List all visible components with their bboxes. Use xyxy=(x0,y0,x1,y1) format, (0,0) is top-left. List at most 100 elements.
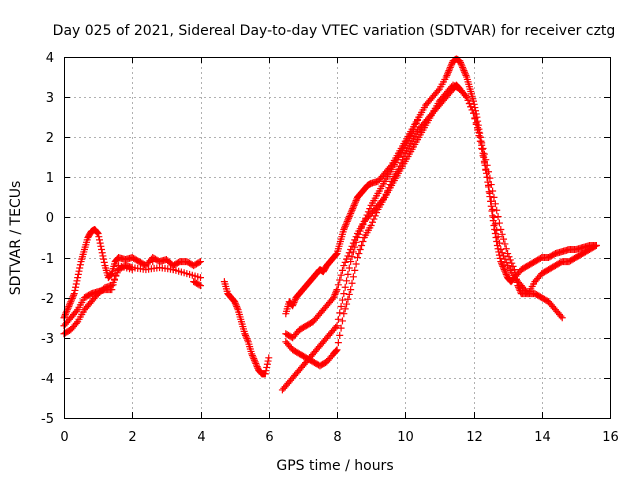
data-point xyxy=(457,59,465,67)
data-point xyxy=(263,363,271,371)
data-point xyxy=(486,174,494,182)
data-point xyxy=(515,283,523,291)
data-point xyxy=(334,339,342,347)
data-point xyxy=(345,264,353,272)
data-point xyxy=(489,212,497,220)
data-point xyxy=(69,293,77,301)
data-point xyxy=(330,292,338,300)
data-point xyxy=(459,63,467,71)
data-point xyxy=(444,70,452,78)
data-point xyxy=(338,296,346,304)
data-point xyxy=(340,290,348,298)
data-point xyxy=(340,225,348,233)
data-point xyxy=(96,239,104,247)
data-point xyxy=(468,106,476,114)
data-point xyxy=(336,331,344,339)
data-point xyxy=(558,314,566,322)
data-point xyxy=(351,198,359,206)
data-point xyxy=(467,103,475,111)
data-point xyxy=(332,250,340,258)
data-point xyxy=(592,242,600,250)
data-point xyxy=(364,208,372,216)
data-point xyxy=(94,229,102,237)
data-point xyxy=(343,219,351,227)
data-point xyxy=(332,289,340,297)
data-point xyxy=(557,312,565,320)
data-point xyxy=(351,266,359,274)
data-point xyxy=(497,246,505,254)
data-point xyxy=(353,234,361,241)
data-point xyxy=(332,323,340,331)
data-point xyxy=(470,97,477,105)
data-point xyxy=(495,219,503,227)
chart-title: Day 025 of 2021, Sidereal Day-to-day VTE… xyxy=(53,23,616,39)
data-point xyxy=(263,360,271,368)
y-tick-label: 2 xyxy=(46,131,54,146)
data-point xyxy=(98,246,106,254)
y-tick-label: -5 xyxy=(41,412,54,427)
data-point xyxy=(265,354,273,362)
data-point xyxy=(349,273,357,281)
data-point xyxy=(344,216,352,224)
x-axis-ticks: 0 2 4 6 8 10 12 14 16 xyxy=(60,57,619,445)
data-point xyxy=(360,217,368,225)
data-point xyxy=(358,224,366,232)
data-point xyxy=(448,60,456,68)
data-point xyxy=(500,235,508,243)
data-point xyxy=(100,258,108,266)
data-point xyxy=(113,266,121,274)
data-point xyxy=(337,302,345,310)
data-point xyxy=(483,161,491,169)
data-point xyxy=(349,248,357,256)
data-point xyxy=(463,93,471,101)
data-point xyxy=(456,57,464,65)
data-point xyxy=(349,203,357,211)
data-point xyxy=(349,205,357,213)
data-series xyxy=(278,113,423,394)
data-point xyxy=(340,310,348,318)
y-axis-ticks: -5 -4 -3 -2 -1 0 1 2 3 4 xyxy=(41,51,610,427)
data-point xyxy=(332,287,340,295)
data-point xyxy=(485,168,493,176)
x-tick-label: 8 xyxy=(333,430,341,445)
data-point xyxy=(65,301,73,309)
data-point xyxy=(508,259,516,267)
data-point xyxy=(363,211,371,219)
data-point xyxy=(471,114,479,122)
data-point xyxy=(100,255,108,263)
x-tick-label: 10 xyxy=(397,430,414,445)
data-point xyxy=(501,255,509,263)
data-point xyxy=(511,269,519,277)
data-point xyxy=(336,276,344,284)
data-point xyxy=(233,304,241,312)
data-point xyxy=(333,346,341,354)
data-point xyxy=(499,262,507,270)
data-point xyxy=(242,333,250,341)
data-point xyxy=(343,217,351,225)
data-point xyxy=(252,359,260,367)
data-point xyxy=(504,250,512,258)
data-point xyxy=(332,347,340,355)
data-point xyxy=(458,62,466,70)
data-point xyxy=(461,68,469,76)
data-point xyxy=(478,145,486,153)
data-point xyxy=(502,270,510,278)
data-point xyxy=(355,230,363,238)
data-point xyxy=(347,209,355,217)
data-point xyxy=(74,274,82,282)
data-point xyxy=(76,261,84,269)
data-point xyxy=(74,270,82,278)
data-point xyxy=(434,87,442,95)
data-point xyxy=(242,331,250,339)
data-point xyxy=(252,361,260,369)
data-point xyxy=(470,109,477,117)
data-point xyxy=(344,270,352,278)
data-series xyxy=(60,55,600,378)
data-point xyxy=(70,290,78,298)
data-point xyxy=(591,242,599,250)
data-point xyxy=(99,252,107,260)
data-point xyxy=(347,286,355,294)
x-tick-label: 16 xyxy=(602,430,619,445)
data-point xyxy=(342,221,350,229)
